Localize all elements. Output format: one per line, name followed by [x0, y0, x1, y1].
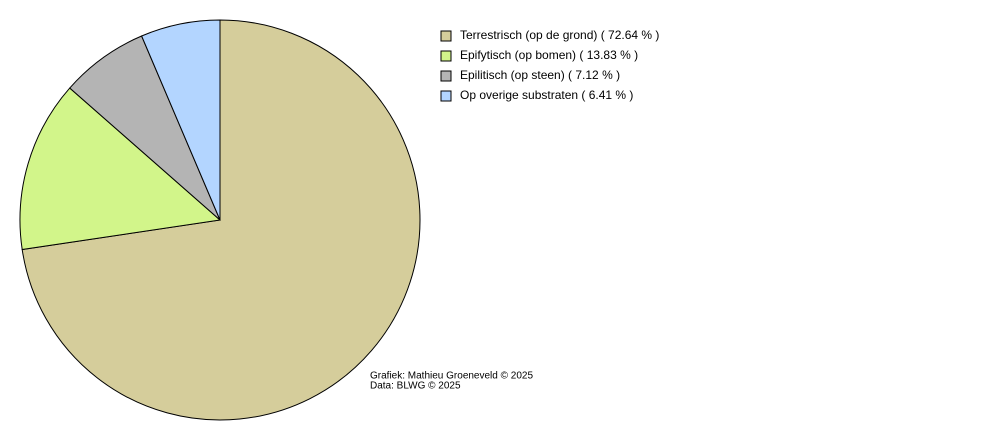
legend-label: Epilitisch (op steen) ( 7.12 % ) — [460, 68, 620, 82]
legend-swatch — [440, 50, 452, 62]
legend-label: Terrestrisch (op de grond) ( 72.64 % ) — [460, 28, 659, 42]
credit: Data: BLWG © 2025 — [370, 381, 461, 392]
credit: Grafiek: Mathieu Groeneveld © 2025 — [370, 371, 533, 382]
legend-label: Epifytisch (op bomen) ( 13.83 % ) — [460, 48, 638, 62]
pie-slice — [140, 19, 221, 221]
legend-swatch — [440, 90, 452, 102]
legend-label: Op overige substraten ( 6.41 % ) — [460, 88, 633, 102]
pie-slice — [21, 19, 421, 421]
legend-swatch — [440, 30, 452, 42]
legend-swatch — [440, 70, 452, 82]
pie-slice — [19, 87, 222, 251]
